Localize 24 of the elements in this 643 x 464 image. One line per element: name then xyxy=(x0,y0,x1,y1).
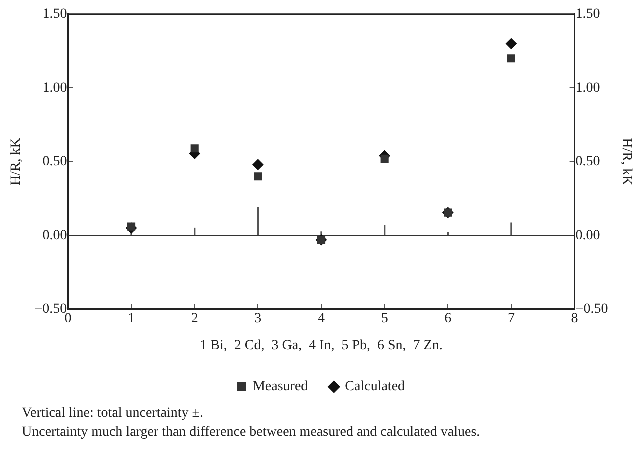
x-tick-label: 1 xyxy=(128,311,136,326)
legend-label: Measured xyxy=(252,380,308,395)
x-tick-label: 6 xyxy=(444,311,452,326)
text: Vertical line: total uncertainty ±. xyxy=(22,405,204,423)
y2-tick-label: 0.00 xyxy=(576,228,600,244)
x-tick-label: 7 xyxy=(508,311,515,326)
y-tick-label: 0.50 xyxy=(42,154,68,170)
text: Uncertainty much larger than difference between measured and calculated values. xyxy=(22,424,480,442)
y2-axis-title: H/R, kK xyxy=(618,138,634,186)
x-tick-label: 2 xyxy=(191,311,198,326)
y-tick-label: 0.00 xyxy=(42,228,68,244)
x-tick-label: 4 xyxy=(318,311,325,326)
y2-tick-label: 0.50 xyxy=(576,154,600,170)
y2-tick-label: 1.00 xyxy=(576,80,600,96)
x-tick-label: 5 xyxy=(381,311,388,326)
x-tick-label: 3 xyxy=(254,311,262,326)
y2-tick-label: 1.50 xyxy=(576,7,600,22)
y-tick-label: 1.50 xyxy=(42,7,68,22)
x-axis-title: 1 Bi, 2 Cd, 3 Ga, 4 In, 5 Pb, 6 Sn, 7 Zn. xyxy=(200,338,443,354)
x-tick-label: 8 xyxy=(571,311,578,326)
x-tick-label: 0 xyxy=(64,311,72,326)
y-axis-title: H/R, kK xyxy=(9,138,24,186)
y-tick-label: 1.00 xyxy=(42,80,68,96)
legend-label: Calculated xyxy=(345,380,406,395)
